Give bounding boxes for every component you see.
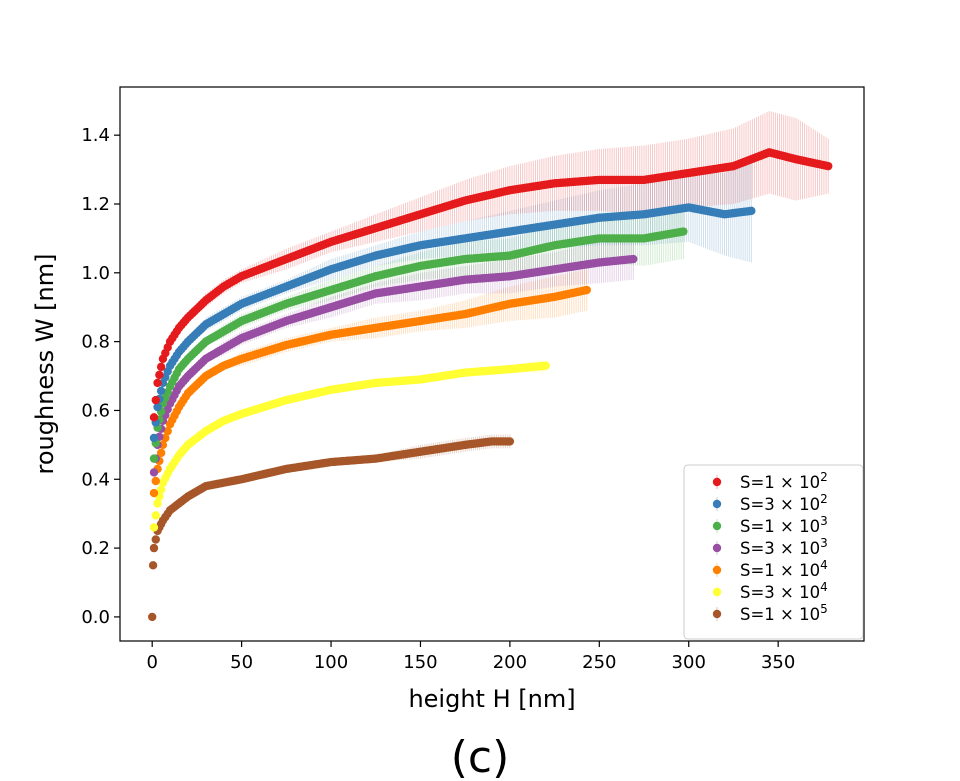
data-point — [629, 254, 638, 264]
plot-frame — [119, 86, 865, 642]
y-axis-label: roughness W [nm] — [31, 254, 59, 475]
data-points-layer — [147, 148, 833, 622]
data-point — [153, 402, 162, 412]
data-point — [824, 161, 833, 171]
x-tick-label: 250 — [582, 652, 616, 673]
x-tick-label: 200 — [493, 652, 527, 673]
legend-entry: S=1 × 105 — [712, 602, 828, 624]
y-tick-label: 1.4 — [81, 125, 110, 146]
data-point — [149, 468, 159, 477]
legend-marker — [712, 477, 722, 487]
y-tick-label: 0.2 — [81, 538, 110, 559]
legend-entry: S=3 × 102 — [712, 492, 828, 514]
data-point — [156, 386, 166, 396]
y-tick-label: 0.4 — [81, 469, 110, 490]
x-axis-ticks: 0 50 100 150 200 250 300 350 — [146, 641, 795, 673]
data-point — [582, 285, 591, 295]
data-point — [153, 499, 162, 508]
data-point — [155, 370, 164, 380]
data-point — [151, 476, 160, 486]
figure-caption: (c) — [451, 732, 510, 781]
data-point — [505, 437, 515, 446]
data-point — [149, 454, 159, 463]
data-point — [149, 543, 159, 553]
y-tick-label: 0.0 — [81, 607, 110, 628]
legend-marker — [712, 543, 722, 553]
data-point — [149, 523, 159, 532]
legend-label: S=1 × 103 — [740, 514, 828, 536]
legend-marker — [712, 565, 722, 575]
data-point — [151, 535, 160, 544]
y-tick-label: 1.0 — [81, 263, 110, 284]
legend-marker — [712, 609, 722, 619]
data-point — [153, 378, 162, 388]
data-point — [163, 426, 172, 436]
legend-entry: S=1 × 103 — [712, 514, 828, 536]
data-point — [679, 227, 688, 236]
legend-marker — [712, 587, 722, 597]
data-point — [747, 206, 756, 216]
legend-label: S=1 × 104 — [740, 558, 828, 580]
x-tick-label: 100 — [314, 652, 348, 673]
legend-box — [683, 464, 864, 640]
y-axis-ticks: 0.0 0.2 0.4 0.6 0.8 1.0 1.2 1.4 — [81, 125, 120, 628]
x-tick-label: 50 — [230, 652, 253, 673]
x-tick-label: 350 — [761, 652, 795, 673]
data-point — [149, 488, 159, 498]
data-point — [151, 511, 160, 520]
legend-entry: S=3 × 103 — [712, 536, 828, 558]
x-tick-label: 0 — [146, 652, 157, 673]
legend-entry: S=1 × 104 — [712, 558, 828, 580]
origin-data-point — [147, 612, 157, 622]
legend-label: S=1 × 105 — [740, 602, 828, 624]
data-point — [148, 561, 158, 570]
data-point — [156, 448, 166, 458]
legend-label: S=3 × 104 — [740, 580, 828, 602]
data-point — [149, 433, 159, 443]
legend-marker — [712, 521, 722, 531]
data-point — [151, 395, 160, 405]
x-tick-label: 150 — [403, 652, 437, 673]
y-tick-label: 0.8 — [81, 332, 110, 353]
data-point — [156, 485, 166, 494]
legend-label: S=1 × 102 — [740, 470, 828, 492]
y-tick-label: 0.6 — [81, 400, 110, 421]
legend-entry: S=3 × 104 — [712, 580, 828, 602]
legend-label: S=3 × 103 — [740, 536, 828, 558]
x-tick-label: 300 — [672, 652, 706, 673]
x-axis-label: height H [nm] — [408, 685, 575, 713]
data-point — [149, 413, 159, 422]
y-tick-label: 1.2 — [81, 194, 110, 215]
data-point — [156, 362, 166, 372]
legend-entry: S=1 × 102 — [712, 470, 828, 492]
legend-marker — [712, 499, 722, 509]
data-point — [541, 361, 550, 370]
legend-label: S=3 × 102 — [740, 492, 828, 514]
